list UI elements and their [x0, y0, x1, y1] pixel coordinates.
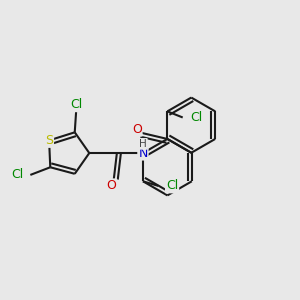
Text: Cl: Cl — [70, 98, 82, 111]
Text: S: S — [45, 134, 53, 147]
Text: Cl: Cl — [166, 179, 178, 192]
Text: Cl: Cl — [190, 111, 202, 124]
Text: N: N — [138, 147, 148, 160]
Text: H: H — [139, 139, 147, 149]
Text: O: O — [132, 123, 142, 136]
Text: O: O — [106, 179, 116, 192]
Text: Cl: Cl — [11, 168, 24, 182]
